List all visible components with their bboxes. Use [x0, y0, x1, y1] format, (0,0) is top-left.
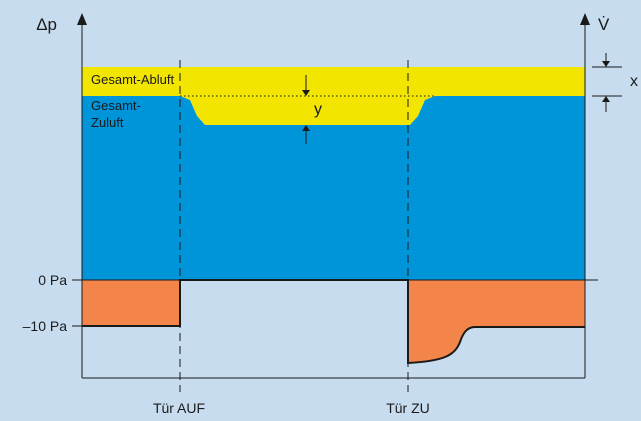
supply-band [82, 96, 585, 280]
x-marker-label: x [630, 73, 638, 90]
left-axis-arrow [77, 13, 87, 25]
y-marker-label: y [314, 101, 322, 118]
supply-band-label-line1: Gesamt- [91, 98, 141, 113]
minus10-pa-label: –10 Pa [23, 318, 68, 334]
supply-band-label-line2: Zuluft [91, 115, 124, 130]
exhaust-band-label: Gesamt-Abluft [91, 72, 174, 87]
left-axis-label: Δp [36, 15, 57, 34]
x-marker-lower-arrowhead [602, 96, 610, 102]
pressure-area-after-close [408, 280, 585, 363]
right-axis-arrow [580, 13, 590, 25]
right-axis-label: V̇ [598, 15, 610, 34]
door-close-label: Tür ZU [386, 400, 430, 416]
x-marker-upper-arrowhead [602, 61, 610, 67]
pressure-area-before-open [82, 280, 180, 326]
y-marker-upper-arrowhead [302, 90, 310, 96]
door-open-label: Tür AUF [153, 400, 205, 416]
zero-pa-label: 0 Pa [38, 272, 67, 288]
y-marker-lower-arrowhead [302, 125, 310, 131]
